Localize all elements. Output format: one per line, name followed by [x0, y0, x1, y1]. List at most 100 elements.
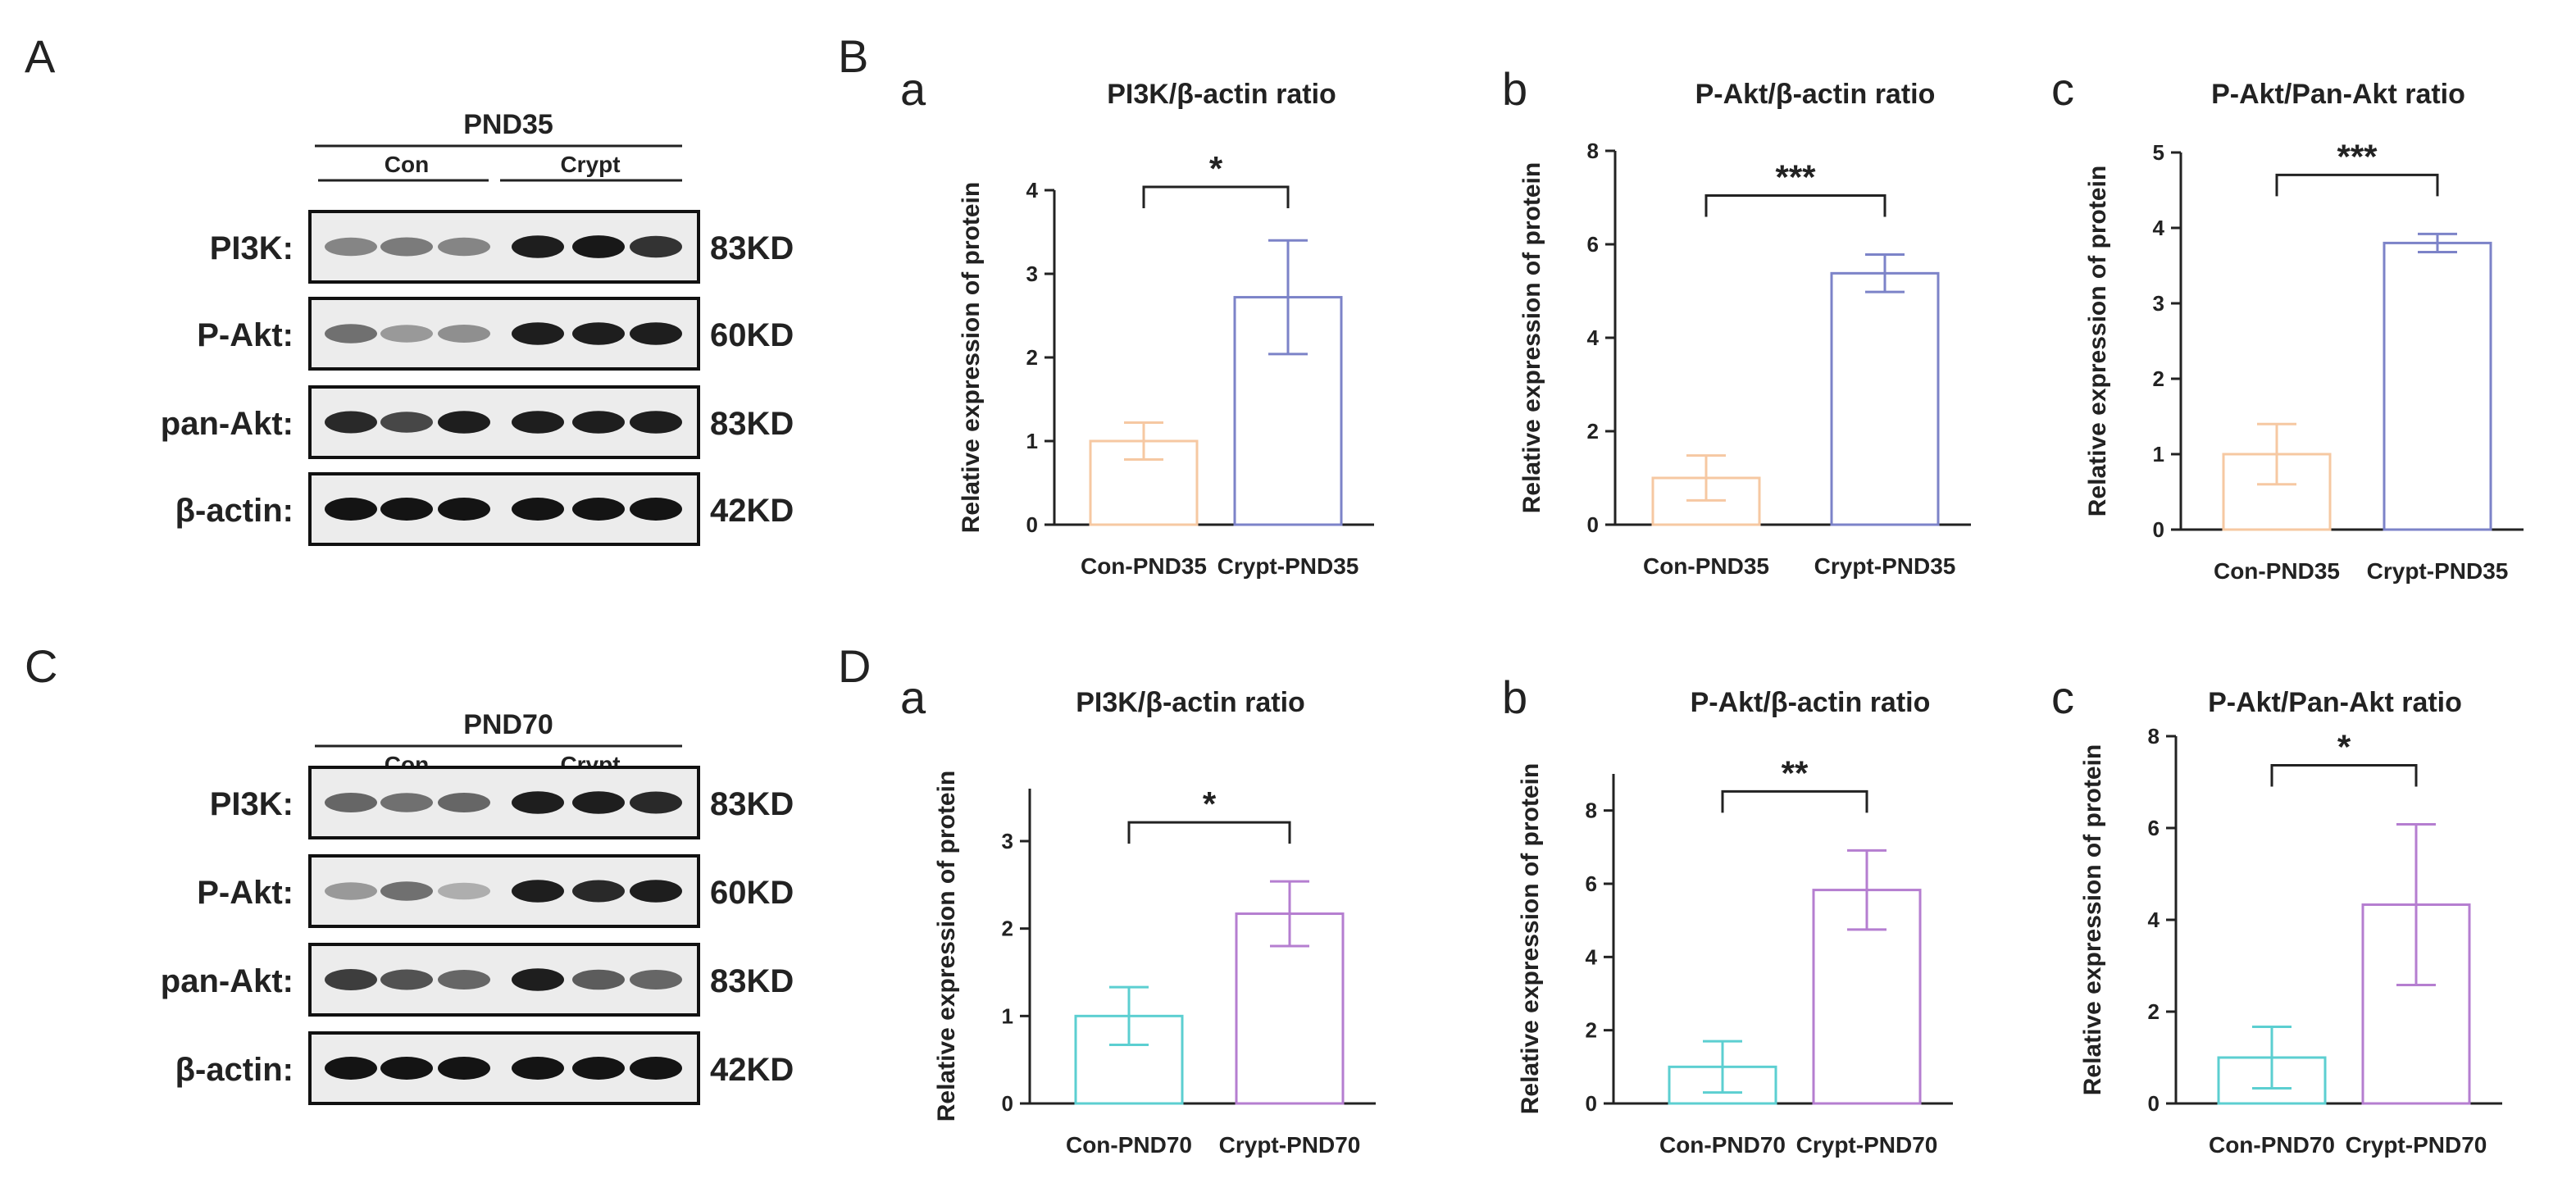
y-tick-label: 2	[1026, 345, 1038, 370]
chart-title: P-Akt/β-actin ratio	[1691, 687, 1931, 718]
y-tick-label: 2	[2153, 366, 2164, 391]
blot-timepoint: PND35	[463, 109, 553, 140]
blot-row-label: β-actin:	[175, 493, 294, 529]
western-blots: PND35 Con Crypt PI3K: 83KD P-Akt: 60KD pan-Akt:…	[161, 109, 794, 1105]
y-tick-label: 3	[1026, 262, 1038, 286]
blot-row-label: β-actin:	[175, 1052, 294, 1088]
blot-band	[512, 791, 564, 814]
blot-size-label: 83KD	[710, 786, 794, 822]
blot-row-label: pan-Akt:	[161, 406, 294, 442]
blot-band	[380, 412, 433, 433]
significance-label: *	[1203, 785, 1217, 823]
sub-letter: b	[1502, 63, 1527, 115]
y-tick-label: 4	[1586, 944, 1598, 969]
significance-label: ***	[1775, 158, 1816, 197]
sub-letter: c	[2051, 671, 2074, 723]
blot-band	[630, 970, 682, 990]
blot-band	[572, 235, 625, 258]
chart-Da: a PI3K/β-actin ratio Relative expression o…	[900, 671, 1376, 1158]
panel-letter-c: C	[25, 640, 57, 692]
y-tick-label: 0	[2153, 517, 2164, 542]
blot-row-label: PI3K:	[210, 786, 294, 822]
blot-band	[572, 1057, 625, 1080]
significance-bracket	[1127, 821, 1291, 844]
group-label-crypt: Crypt	[560, 152, 620, 177]
blot-band	[438, 237, 490, 257]
blot-band	[438, 411, 490, 434]
blot-band	[572, 969, 625, 990]
bar-crypt-pnd35	[2383, 241, 2492, 531]
y-tick-label: 0	[1002, 1091, 1013, 1116]
chart-Db: b P-Akt/β-actin ratio Relative expression …	[1502, 671, 1953, 1158]
y-axis-label: Relative expression of protein	[1518, 162, 1545, 513]
chart-title: P-Akt/Pan-Akt ratio	[2211, 79, 2465, 110]
blot-band	[572, 880, 625, 903]
chart-Bc: c P-Akt/Pan-Akt ratio Relative expression …	[2051, 63, 2524, 584]
category-label: Crypt-PND70	[1219, 1132, 1361, 1158]
blot-band	[438, 325, 490, 343]
blot-band	[325, 411, 377, 434]
y-axis-label: Relative expression of protein	[958, 182, 985, 533]
blot-band	[630, 880, 682, 903]
sub-letter: c	[2051, 63, 2074, 115]
chart-Bb: b P-Akt/β-actin ratio Relative expression …	[1502, 63, 1971, 579]
y-tick-label: 1	[2153, 442, 2164, 466]
blot-timepoint: PND70	[463, 709, 553, 740]
significance-label: ***	[2337, 137, 2378, 175]
significance-bracket	[2270, 764, 2418, 787]
y-tick-label: 0	[2148, 1091, 2160, 1116]
y-axis-label: Relative expression of protein	[2079, 744, 2106, 1095]
sub-letter: b	[1502, 671, 1527, 723]
sub-letter: a	[900, 671, 926, 723]
group-label-con: Con	[385, 152, 429, 177]
y-tick-label: 3	[2153, 291, 2164, 316]
y-axis-label: Relative expression of protein	[933, 771, 960, 1121]
bar-crypt-pnd35	[1830, 271, 1940, 526]
chart-title: P-Akt/Pan-Akt ratio	[2208, 687, 2462, 718]
blot-A: PND35 Con Crypt PI3K: 83KD P-Akt: 60KD pan-Akt:…	[161, 109, 794, 546]
blot-band	[630, 411, 682, 434]
y-tick-label: 5	[2153, 140, 2164, 165]
blot-band	[630, 322, 682, 345]
y-tick-label: 2	[2148, 999, 2160, 1024]
significance-bracket	[1142, 185, 1290, 208]
blot-band	[325, 324, 377, 343]
category-label: Crypt-PND35	[1217, 553, 1359, 579]
category-label: Crypt-PND35	[2367, 558, 2509, 584]
blot-band	[512, 235, 564, 258]
y-axis-label: Relative expression of protein	[1517, 763, 1544, 1114]
blot-size-label: 83KD	[710, 963, 794, 999]
category-label: Con-PND70	[1659, 1132, 1786, 1158]
blot-band	[512, 880, 564, 903]
blot-row-label: P-Akt:	[197, 317, 294, 353]
blot-band	[380, 498, 433, 521]
y-tick-label: 4	[1026, 178, 1039, 202]
blot-band	[325, 793, 377, 812]
blot-band	[325, 882, 377, 900]
blot-band	[572, 791, 625, 814]
blot-band	[512, 322, 564, 345]
blot-band	[512, 498, 564, 521]
blot-band	[325, 237, 377, 257]
y-tick-label: 2	[1586, 1018, 1597, 1043]
bar-charts: a PI3K/β-actin ratio Relative expression o…	[900, 63, 2524, 1158]
y-tick-label: 4	[2153, 216, 2165, 240]
blot-size-label: 60KD	[710, 317, 794, 353]
category-label: Con-PND35	[1081, 553, 1207, 579]
y-axis-label: Relative expression of protein	[2084, 166, 2111, 516]
blot-band	[572, 498, 625, 521]
blot-band	[512, 1057, 564, 1080]
blot-band	[380, 881, 433, 901]
significance-label: *	[2337, 728, 2351, 767]
blot-band	[380, 1057, 433, 1080]
blot-band	[512, 968, 564, 991]
category-label: Crypt-PND35	[1814, 553, 1956, 579]
blot-band	[380, 969, 433, 990]
y-tick-label: 8	[1586, 798, 1597, 823]
y-tick-label: 6	[2148, 816, 2160, 840]
blot-band	[438, 882, 490, 900]
blot-band	[438, 1057, 490, 1080]
significance-bracket	[2275, 173, 2439, 197]
y-tick-label: 1	[1026, 429, 1038, 453]
